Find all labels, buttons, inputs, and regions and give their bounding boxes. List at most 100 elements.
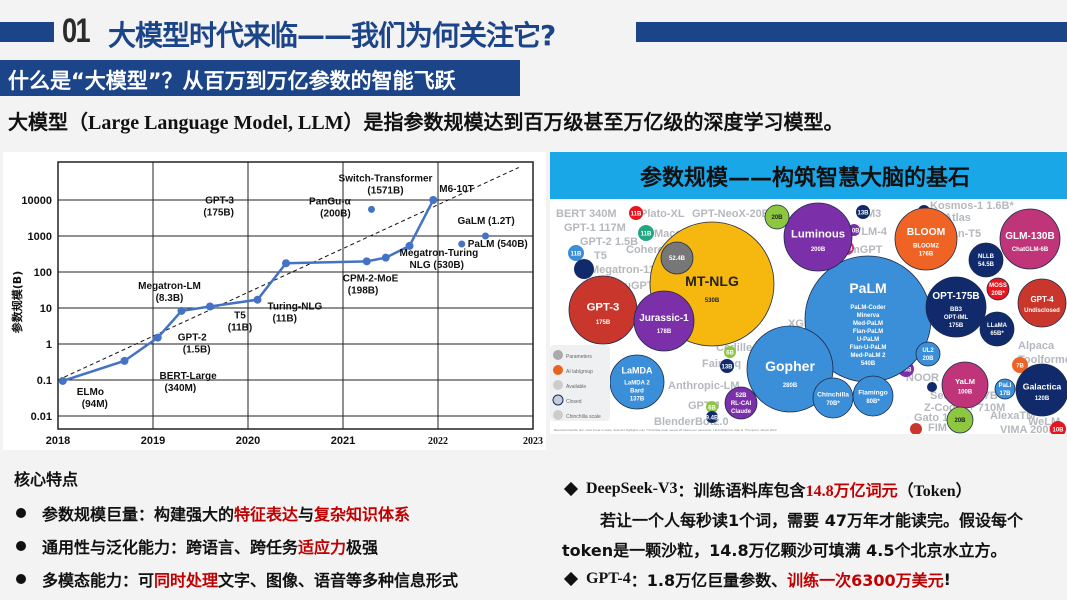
model-label: NOOR	[906, 372, 939, 384]
svg-text:GPT-4: GPT-4	[1030, 295, 1054, 304]
fact-deepseek-highlight: 14.8万亿词元	[805, 483, 898, 500]
data-point	[429, 196, 438, 204]
feature-text: 极强	[346, 537, 379, 557]
y-tick-label: 10	[40, 303, 52, 315]
page-title: 大模型时代来临——我们为何关注它?	[108, 19, 556, 52]
y-tick-label: 1	[46, 339, 52, 351]
svg-text:175B: 175B	[949, 323, 964, 329]
svg-text:52B: 52B	[735, 393, 747, 399]
model-label: VIMA 200M	[1000, 424, 1058, 434]
feature-highlight: 特征表达	[234, 504, 299, 524]
param-growth-chart: 0.01 0.1 1 10 100 1000 10000 2018 2019 2020 2021 20…	[3, 152, 546, 450]
svg-text:280B: 280B	[783, 383, 798, 389]
svg-text:Chinchilla: Chinchilla	[817, 391, 849, 398]
model-bubble-small: 6B	[706, 401, 718, 413]
model-bubble: 52.4B	[660, 241, 694, 275]
model-bubble: BLOOM BLOOMZ 176B	[894, 207, 958, 271]
model-bubble: Jurassic-1 178B	[633, 290, 695, 352]
bubble-chart-svg: BERT 340M GPT-1 117M GPT-2 1.5B T5 Megatron-…	[550, 200, 1067, 434]
svg-text:GPT-3: GPT-3	[587, 302, 620, 314]
svg-text:RL-CAI: RL-CAI	[731, 401, 752, 407]
core-features-title: 核心特点	[14, 470, 79, 489]
svg-text:11B: 11B	[641, 232, 652, 238]
data-point-label: Switch-Transformer(1571B)	[339, 173, 433, 196]
svg-text:Galactica: Galactica	[1023, 381, 1062, 391]
model-label: AlexaTM	[990, 410, 1035, 422]
feature-highlight: 适应力	[298, 537, 347, 557]
model-label: GPT-1 117M	[564, 222, 626, 234]
svg-text:LaMDA 2: LaMDA 2	[624, 381, 650, 387]
feature-highlight: 复杂知识体系	[314, 504, 411, 524]
y-tick-label: 10000	[21, 195, 52, 207]
model-bubble-small	[574, 259, 594, 279]
data-point	[282, 259, 290, 268]
svg-text:GLM-130B: GLM-130B	[1005, 231, 1054, 242]
svg-text:PanGu-α: PanGu-α	[309, 197, 352, 208]
data-point-label: M6-10T	[439, 184, 473, 195]
x-tick-label: 2021	[331, 435, 355, 447]
svg-text:80B*: 80B*	[866, 399, 880, 405]
svg-text:13B: 13B	[857, 211, 869, 217]
data-point	[120, 356, 129, 365]
plot-frame	[57, 161, 534, 430]
svg-text:GPT-2: GPT-2	[178, 333, 207, 344]
svg-text:Minerva: Minerva	[857, 313, 880, 319]
svg-text:(94M): (94M)	[82, 399, 108, 410]
definition-english: Large Language Model, LLM	[88, 112, 344, 134]
feature-highlight: 同时处理	[154, 570, 219, 590]
svg-text:20B: 20B	[771, 215, 783, 221]
svg-text:ChatGLM-6B: ChatGLM-6B	[1012, 247, 1049, 253]
svg-text:20B: 20B	[922, 356, 934, 362]
svg-text:T5: T5	[234, 311, 246, 322]
model-bubble-small: 6B	[724, 346, 736, 358]
title-accent-bar-right	[636, 22, 1067, 42]
svg-text:70B*: 70B*	[826, 401, 840, 407]
svg-text:BLOOM: BLOOM	[907, 227, 945, 238]
definition-text: 大模型（Large Language Model, LLM）是指参数规模达到百万…	[8, 106, 844, 135]
fact-deepseek-line3: token是一颗沙粒，14.8万亿颗沙可填满 4.5个北京水立方。	[562, 541, 1007, 560]
x-tick-label: 2018	[46, 435, 70, 447]
x-tick-label: 2020	[236, 435, 260, 447]
data-point	[153, 333, 162, 342]
svg-text:BLOOMZ: BLOOMZ	[913, 244, 939, 250]
model-bubble: OPT-175B BB3 OPT-IML 175B	[925, 276, 987, 338]
model-bubble: 52B RL-CAI Claude	[724, 386, 758, 420]
data-point-label: Megatron-LM(8.3B)	[138, 281, 201, 304]
definition-suffix: ）是指参数规模达到百万级甚至万亿级的深度学习模型。	[343, 110, 844, 134]
subtitle-text: 什么是“大模型”？从百万到万亿参数的智能飞跃	[8, 69, 456, 93]
svg-text:Chinchilla scale: Chinchilla scale	[566, 414, 601, 420]
svg-text:AI lab/group: AI lab/group	[566, 369, 593, 375]
model-bubble-small	[910, 423, 922, 434]
svg-text:9.4B: 9.4B	[706, 416, 719, 422]
svg-text:Turing-NLG: Turing-NLG	[268, 302, 323, 313]
svg-text:Med-PaLM: Med-PaLM	[853, 321, 883, 327]
section-number: 01	[62, 12, 91, 50]
feature-item: 多模态能力：可 同时处理 文字、图像、语音等多种信息形式	[14, 562, 458, 595]
svg-text:176B: 176B	[919, 252, 934, 258]
y-tick-label: 0.1	[37, 375, 52, 387]
data-point-label: PaLM (540B)	[468, 239, 528, 250]
model-bubble: 20B	[946, 406, 974, 434]
svg-text:11B: 11B	[631, 212, 642, 218]
svg-text:175B: 175B	[596, 320, 611, 326]
data-point	[458, 240, 466, 248]
bullet-icon	[16, 540, 26, 551]
data-point	[177, 306, 186, 315]
model-bubble-small: 13B	[720, 359, 734, 373]
model-bubble: GPT-4 Undisclosed	[1017, 278, 1067, 328]
svg-text:100B: 100B	[958, 390, 973, 396]
model-bubble: Gopher 280B	[746, 325, 834, 413]
model-bubble: YaLM 100B	[941, 361, 989, 409]
diamond-bullet-icon	[563, 571, 579, 587]
definition-prefix: 大模型（	[8, 110, 88, 134]
model-bubble: MOSS 20B*	[986, 277, 1010, 301]
svg-text:10B: 10B	[900, 368, 912, 374]
svg-text:ELMo: ELMo	[77, 387, 104, 398]
svg-text:(200B): (200B)	[320, 209, 351, 220]
model-bubble: Luminous 200B	[783, 202, 853, 272]
fact-gpt4-text: ：1.8万亿巨量参数、	[630, 571, 788, 590]
svg-text:Jurassic-1: Jurassic-1	[639, 313, 689, 324]
data-point	[368, 205, 375, 213]
